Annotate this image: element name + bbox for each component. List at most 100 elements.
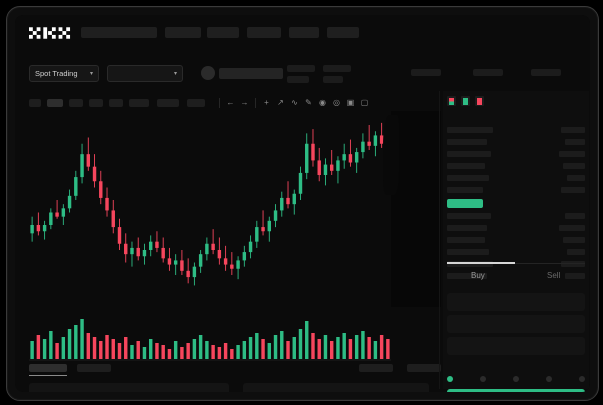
- interval-2[interactable]: [47, 99, 63, 107]
- order-amount-field[interactable]: [447, 315, 585, 333]
- toolbar-divider: [255, 98, 256, 108]
- orderbook-asks-icon[interactable]: [475, 96, 484, 106]
- trendline-icon[interactable]: ↗: [277, 98, 284, 107]
- orderbook-row-size: [565, 213, 585, 219]
- orderbook-row-price[interactable]: [447, 187, 483, 193]
- side-tabs-underline-active: [447, 262, 515, 264]
- interval-8[interactable]: [187, 99, 205, 107]
- nav-search-box[interactable]: [81, 27, 157, 38]
- top-navbar: [15, 15, 590, 49]
- orderbook-row-size: [561, 261, 585, 267]
- redo-icon[interactable]: →: [240, 98, 249, 107]
- orderbook-view-tabs: [447, 95, 507, 107]
- market-type-select[interactable]: Spot Trading ▾: [29, 65, 99, 82]
- interval-6[interactable]: [129, 99, 149, 107]
- magnet-icon[interactable]: ◉: [319, 98, 326, 107]
- toolbar-divider: [219, 98, 220, 108]
- orderbook-last-price: [447, 199, 483, 208]
- orderbook-row-size: [559, 151, 585, 157]
- stat-4: [473, 69, 503, 76]
- crosshair-icon[interactable]: +: [264, 98, 269, 107]
- interval-4[interactable]: [89, 99, 103, 107]
- eye-icon[interactable]: ◎: [333, 98, 340, 107]
- orderbook-row-price[interactable]: [447, 151, 491, 157]
- tab-active-underline: [29, 375, 67, 376]
- panel-divider: [439, 91, 440, 389]
- tab-right-1[interactable]: [359, 364, 393, 372]
- orderbook-row-size: [567, 175, 585, 181]
- orderbook-row-size: [567, 249, 585, 255]
- slider-dot-4[interactable]: [579, 376, 585, 382]
- orderbook-row-size: [563, 237, 585, 243]
- order-total-field[interactable]: [447, 337, 585, 355]
- stat-2-label: [323, 76, 343, 83]
- slider-dot-0[interactable]: [447, 376, 453, 382]
- nav-item-3[interactable]: [247, 27, 281, 38]
- pair-coin-icon: [201, 66, 215, 80]
- orderbook-row-price[interactable]: [447, 139, 487, 145]
- slider-dot-2[interactable]: [513, 376, 519, 382]
- submit-order-button[interactable]: [447, 389, 585, 392]
- orderbook-row-price[interactable]: [447, 261, 493, 267]
- nav-item-5[interactable]: [327, 27, 359, 38]
- side-tabs-underline-track: [447, 263, 585, 264]
- orderbook-row-price[interactable]: [447, 249, 489, 255]
- orderbook-row-price[interactable]: [447, 225, 487, 231]
- chart-edge-shadow: [383, 115, 399, 195]
- stat-1-label: [287, 76, 309, 83]
- brush-icon[interactable]: ✎: [305, 98, 312, 107]
- pair-select[interactable]: ▾: [107, 65, 183, 82]
- orderbook-row-price[interactable]: [447, 213, 491, 219]
- interval-3[interactable]: [69, 99, 83, 107]
- chevron-down-icon: ▾: [173, 71, 177, 77]
- device-frame: Spot Trading ▾ ▾: [6, 6, 599, 401]
- nav-item-2[interactable]: [207, 27, 239, 38]
- nav-item-4[interactable]: [289, 27, 319, 38]
- orderbook-row-price[interactable]: [447, 175, 489, 181]
- orderbook-row-size: [559, 225, 585, 231]
- orderbook-both-icon[interactable]: [447, 96, 456, 106]
- stat-3: [411, 69, 441, 76]
- tab-sell[interactable]: Sell: [547, 271, 561, 280]
- app-screen: Spot Trading ▾ ▾: [15, 15, 590, 392]
- pair-name-label: [219, 68, 283, 79]
- orderbook-row-size: [565, 273, 585, 279]
- orders-panel-right: [243, 383, 429, 392]
- stat-1-value: [287, 65, 315, 72]
- stat-5: [531, 69, 561, 76]
- slider-dot-3[interactable]: [546, 376, 552, 382]
- chart-right-shadow: [391, 111, 441, 307]
- interval-1[interactable]: [29, 99, 41, 107]
- orderbook-row-price[interactable]: [447, 273, 487, 279]
- okx-logo[interactable]: [29, 26, 71, 39]
- candlestick-chart[interactable]: [29, 115, 391, 310]
- lock-icon[interactable]: ▣: [346, 98, 355, 107]
- market-type-value: Spot Trading: [35, 69, 78, 78]
- orderbook-row-size: [561, 127, 585, 133]
- orderbook-row-price[interactable]: [447, 237, 485, 243]
- tab-order-history[interactable]: [77, 364, 111, 372]
- orders-panel-left: [29, 383, 229, 392]
- orderbook-bids-icon[interactable]: [461, 96, 470, 106]
- interval-7[interactable]: [157, 99, 179, 107]
- orderbook-header: [447, 115, 585, 122]
- wave-icon[interactable]: ∿: [291, 98, 298, 107]
- orderbook-row-size: [561, 187, 585, 193]
- nav-item-1[interactable]: [165, 27, 201, 38]
- chart-toolbar: ← → + ↗ ∿ ✎ ◉ ◎ ▣ ▢: [29, 95, 389, 111]
- trash-icon[interactable]: ▢: [360, 98, 369, 107]
- orderbook-row-price[interactable]: [447, 163, 485, 169]
- orderbook-row-price[interactable]: [447, 127, 493, 133]
- undo-icon[interactable]: ←: [226, 98, 235, 107]
- chevron-down-icon: ▾: [89, 71, 93, 77]
- amount-slider[interactable]: [447, 375, 585, 383]
- tab-open-orders[interactable]: [29, 364, 67, 372]
- orderbook-row-size: [563, 163, 585, 169]
- interval-5[interactable]: [109, 99, 123, 107]
- order-price-field[interactable]: [447, 293, 585, 311]
- slider-dot-1[interactable]: [480, 376, 486, 382]
- tab-right-2[interactable]: [407, 364, 441, 372]
- stat-2-value: [323, 65, 351, 72]
- tab-buy[interactable]: Buy: [471, 271, 485, 280]
